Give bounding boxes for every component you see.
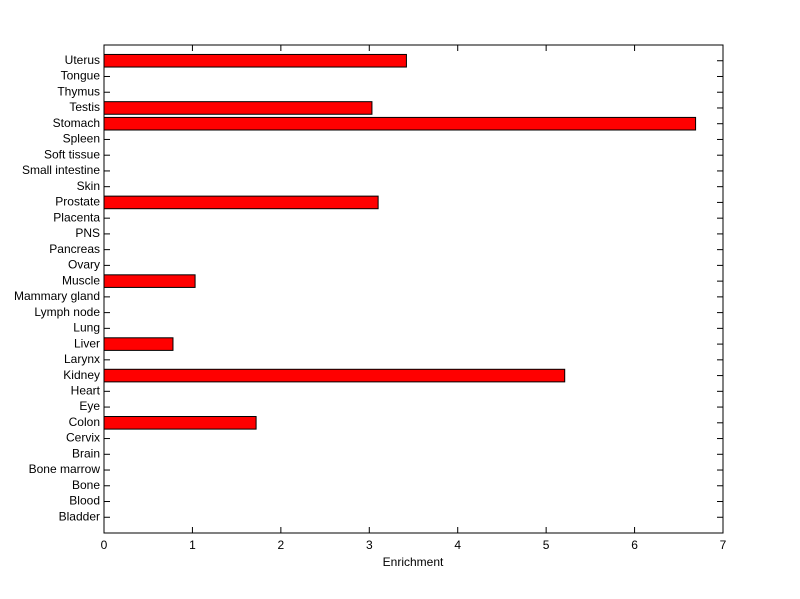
x-tick-label: 6 bbox=[631, 538, 638, 552]
y-tick-label: Brain bbox=[72, 446, 100, 460]
y-tick-label: PNS bbox=[75, 226, 100, 240]
bar bbox=[103, 53, 407, 68]
bar bbox=[103, 116, 697, 131]
y-tick-label: Uterus bbox=[65, 53, 100, 67]
y-tick-label: Colon bbox=[69, 415, 100, 429]
y-tick-label: Cervix bbox=[66, 431, 100, 445]
x-tick-label: 7 bbox=[720, 538, 727, 552]
y-tick-label: Lung bbox=[73, 321, 100, 335]
y-tick-label: Liver bbox=[74, 336, 100, 350]
y-tick-label: Heart bbox=[71, 383, 101, 397]
x-tick-label: 0 bbox=[101, 538, 108, 552]
x-tick-label: 4 bbox=[454, 538, 461, 552]
y-tick-label: Prostate bbox=[55, 195, 100, 209]
y-tick-label: Skin bbox=[77, 179, 100, 193]
x-axis-label: Enrichment bbox=[383, 555, 444, 569]
bar bbox=[103, 195, 379, 210]
y-tick-label: Larynx bbox=[64, 352, 100, 366]
bar bbox=[103, 416, 257, 430]
y-tick-label: Kidney bbox=[63, 368, 100, 382]
x-tick-label: 3 bbox=[366, 538, 373, 552]
bar bbox=[103, 368, 566, 383]
y-tick-label: Small intestine bbox=[22, 163, 100, 177]
y-tick-label: Thymus bbox=[57, 84, 100, 98]
y-tick-label: Lymph node bbox=[34, 305, 100, 319]
y-tick-label: Stomach bbox=[53, 116, 100, 130]
y-tick-label: Spleen bbox=[63, 132, 100, 146]
y-tick-label: Tongue bbox=[61, 69, 101, 83]
bar bbox=[103, 337, 174, 351]
y-tick-label: Soft tissue bbox=[44, 147, 100, 161]
bar bbox=[103, 274, 196, 288]
x-tick-label: 2 bbox=[278, 538, 285, 552]
y-tick-label: Bone bbox=[72, 478, 100, 492]
x-tick-label: 5 bbox=[543, 538, 550, 552]
y-tick-label: Mammary gland bbox=[14, 289, 100, 303]
y-tick-label: Bladder bbox=[59, 509, 100, 523]
y-tick-label: Pancreas bbox=[49, 242, 100, 256]
y-tick-label: Eye bbox=[79, 399, 100, 413]
y-tick-label: Muscle bbox=[62, 273, 100, 287]
y-tick-label: Placenta bbox=[53, 210, 100, 224]
x-tick-label: 1 bbox=[189, 538, 196, 552]
y-tick-label: Testis bbox=[69, 100, 100, 114]
bar bbox=[103, 101, 373, 115]
y-tick-label: Bone marrow bbox=[29, 462, 101, 476]
y-tick-label: Blood bbox=[69, 494, 100, 508]
y-tick-label: Ovary bbox=[68, 258, 100, 272]
